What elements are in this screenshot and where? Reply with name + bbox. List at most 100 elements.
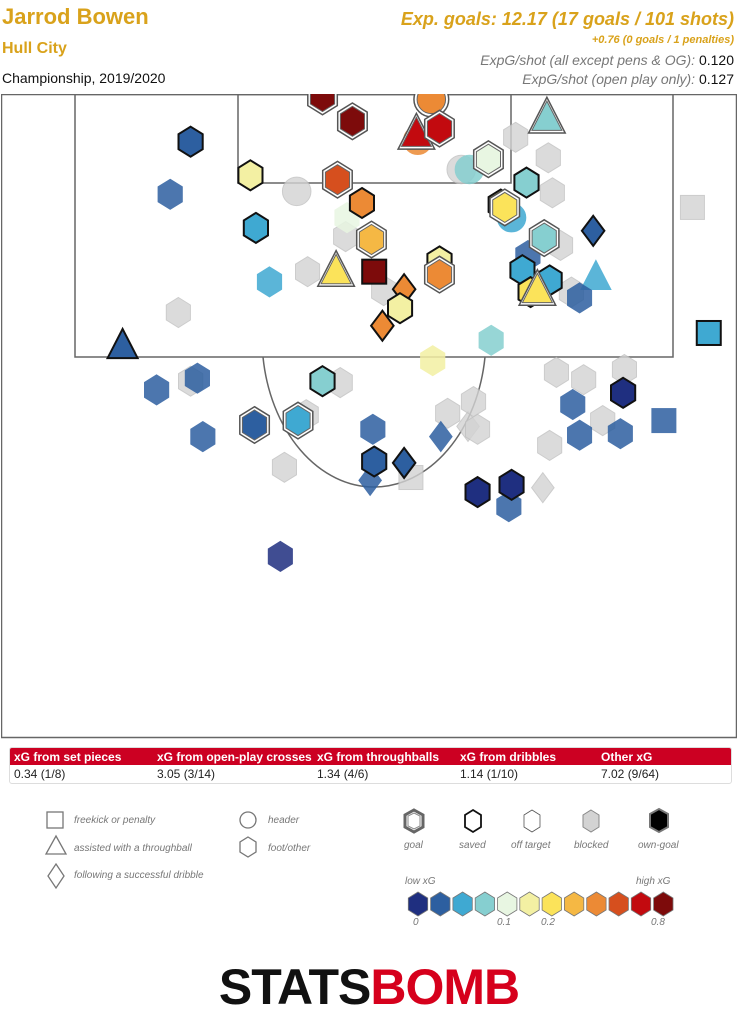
shot-hexagon xyxy=(531,222,557,254)
shot-hexagon xyxy=(358,223,385,256)
shot-diamond xyxy=(391,446,417,480)
legend-high-xg: high xG xyxy=(636,876,671,887)
shots-layer xyxy=(105,94,722,572)
shot-hexagon xyxy=(324,164,351,196)
competition: Championship, 2019/2020 xyxy=(2,70,166,86)
shot-square xyxy=(679,194,705,220)
value-dribbles: 1.14 (1/10) xyxy=(460,767,519,781)
color-scale-swatch xyxy=(608,891,629,917)
shot-hexagon xyxy=(420,345,446,377)
rate2-value: 0.127 xyxy=(698,71,734,87)
shot-hexagon xyxy=(190,421,216,453)
xg-breakdown-table: xG from set pieces xG from open-play cro… xyxy=(9,747,732,784)
legend-saved: saved xyxy=(459,840,486,851)
goal-icon-inner xyxy=(407,812,421,830)
shot-hexagon xyxy=(498,468,525,501)
legend-header: header xyxy=(268,815,300,826)
shot-hexagon xyxy=(496,491,522,523)
shot-hexagon xyxy=(475,143,501,175)
team-name: Hull City xyxy=(2,40,67,57)
saved-icon xyxy=(464,808,482,834)
player-name: Jarrod Bowen xyxy=(2,4,149,29)
shot-hexagon xyxy=(571,364,597,396)
color-scale-swatch xyxy=(474,891,496,917)
shot-hexagon xyxy=(426,259,453,291)
shot-hexagon xyxy=(435,397,461,429)
shot-hexagon xyxy=(144,374,170,406)
pitch-shot-map xyxy=(1,94,737,739)
shot-hexagon xyxy=(295,256,321,288)
xg-per-shot-open-play: ExpG/shot (open play only): 0.127 xyxy=(522,71,734,87)
legend-dribble: following a successful dribble xyxy=(74,870,204,881)
value-crosses: 3.05 (3/14) xyxy=(157,767,216,781)
shot-hexagon xyxy=(242,211,269,245)
shot-hexagon xyxy=(309,365,336,398)
header-dribbles: xG from dribbles xyxy=(460,750,557,764)
shot-hexagon xyxy=(535,142,561,174)
hexagon-icon xyxy=(239,836,257,858)
shot-triangle xyxy=(580,259,612,290)
circle-icon xyxy=(239,811,257,829)
shot-hexagon xyxy=(267,540,293,572)
tick-0-8: 0.8 xyxy=(651,917,665,928)
legend-blocked: blocked xyxy=(574,840,609,851)
legend-goal: goal xyxy=(404,840,423,851)
shot-triangle xyxy=(400,116,433,147)
header-other: Other xG xyxy=(601,750,653,764)
shot-hexagon xyxy=(543,356,569,388)
shot-hexagon xyxy=(165,296,191,329)
penalty-xg: +0.76 (0 goals / 1 penalties) xyxy=(591,34,734,46)
shot-circle xyxy=(281,176,312,207)
shot-hexagon xyxy=(271,451,297,483)
shot-triangle xyxy=(521,272,554,304)
shot-triangle xyxy=(320,253,352,285)
shot-hexagon xyxy=(360,413,386,445)
own-goal-icon xyxy=(649,807,669,834)
shot-hexagon xyxy=(478,324,504,356)
header-throughballs: xG from throughballs xyxy=(317,750,440,764)
shot-hexagon xyxy=(610,376,637,409)
header-set-pieces: xG from set pieces xyxy=(14,750,122,764)
xg-color-scale xyxy=(407,891,674,917)
shot-diamond xyxy=(580,214,606,248)
legend-own-goal: own-goal xyxy=(638,840,679,851)
shot-hexagon xyxy=(184,362,210,394)
blocked-icon xyxy=(582,809,600,833)
value-other: 7.02 (9/64) xyxy=(601,767,660,781)
logo-bomb: BOMB xyxy=(370,959,520,1015)
tick-0-1: 0.1 xyxy=(497,917,511,928)
shot-hexagon xyxy=(177,125,204,158)
legend-throughball: assisted with a throughball xyxy=(74,843,192,854)
shot-hexagon xyxy=(465,413,491,445)
shot-hexagon xyxy=(237,159,264,192)
logo-stats: STATS xyxy=(218,959,371,1015)
diamond-icon xyxy=(47,862,65,890)
xg-total: Exp. goals: 12.17 (17 goals / 101 shots) xyxy=(400,9,734,29)
color-scale-swatch xyxy=(452,891,473,917)
off-target-icon xyxy=(523,809,541,833)
shot-hexagon xyxy=(537,429,563,461)
shot-triangle xyxy=(105,326,140,360)
shot-diamond xyxy=(530,471,555,504)
shot-square xyxy=(361,258,388,285)
shot-hexagon xyxy=(426,113,453,145)
shot-hexagon xyxy=(348,186,375,220)
legend-foot: foot/other xyxy=(268,843,311,854)
shot-hexagon xyxy=(492,191,518,223)
tick-0-2: 0.2 xyxy=(541,917,555,928)
shot-diamond xyxy=(428,420,453,453)
shot-circle xyxy=(416,94,447,115)
shot-diamond xyxy=(369,309,395,343)
shot-hexagon xyxy=(309,94,336,113)
value-set-pieces: 0.34 (1/8) xyxy=(14,767,66,781)
shot-hexagon xyxy=(241,409,268,441)
legend-icons xyxy=(44,807,674,917)
rate2-label: ExpG/shot (open play only): xyxy=(522,71,696,87)
pitch-outline xyxy=(1,94,737,739)
rate1-label: ExpG/shot (all except pens & OG): xyxy=(480,52,696,68)
color-scale-swatch xyxy=(541,891,562,917)
shot-hexagon xyxy=(567,282,593,314)
rate1-value: 0.120 xyxy=(698,52,734,68)
table-row: 0.34 (1/8) 3.05 (3/14) 1.34 (4/6) 1.14 (… xyxy=(10,765,731,783)
shot-square xyxy=(695,319,722,346)
